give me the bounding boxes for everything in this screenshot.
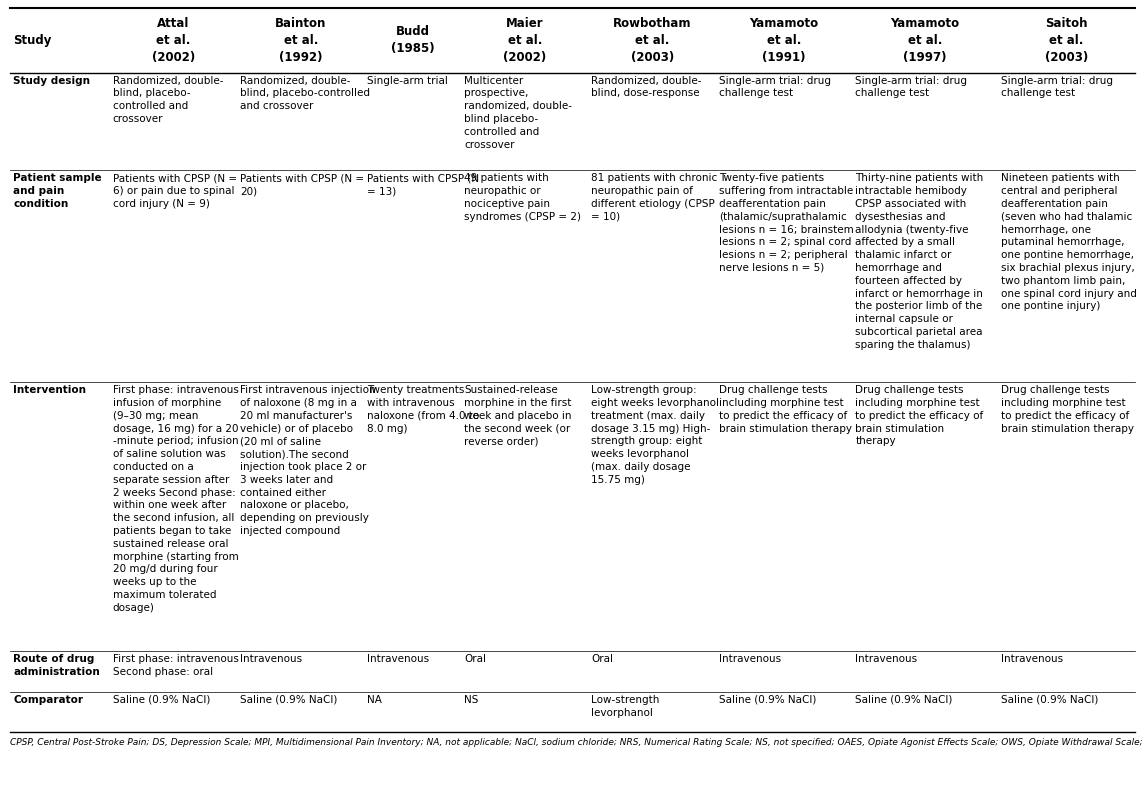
Text: Maier
et al.
(2002): Maier et al. (2002) [503,17,546,64]
Text: Bainton
et al.
(1992): Bainton et al. (1992) [275,17,326,64]
Text: Intravenous: Intravenous [855,654,917,664]
Text: Drug challenge tests
including morphine test
to predict the efficacy of
brain st: Drug challenge tests including morphine … [1001,385,1134,434]
Text: Low-strength group:
eight weeks levorphanol
treatment (max. daily
dosage 3.15 mg: Low-strength group: eight weeks levorpha… [592,385,719,485]
Text: Single-arm trial: drug
challenge test: Single-arm trial: drug challenge test [1001,76,1113,98]
Text: Saitoh
et al.
(2003): Saitoh et al. (2003) [1044,17,1088,64]
Text: NA: NA [368,695,382,705]
Text: First intravenous injection
of naloxone (8 mg in a
20 ml manufacturer's
vehicle): First intravenous injection of naloxone … [240,385,376,536]
Text: Budd
(1985): Budd (1985) [390,26,434,55]
Text: Single-arm trial: Single-arm trial [368,76,449,85]
Text: Saline (0.9% NaCl): Saline (0.9% NaCl) [112,695,210,705]
Text: 81 patients with chronic
neuropathic pain of
different etiology (CPSP
= 10): 81 patients with chronic neuropathic pai… [592,173,718,221]
Text: Intravenous: Intravenous [240,654,302,664]
Text: Low-strength
levorphanol: Low-strength levorphanol [592,695,660,718]
Text: Patient sample
and pain
condition: Patient sample and pain condition [13,173,102,209]
Text: NS: NS [464,695,479,705]
Text: Drug challenge tests
including morphine test
to predict the efficacy of
brain st: Drug challenge tests including morphine … [719,385,852,434]
Text: Randomized, double-
blind, dose-response: Randomized, double- blind, dose-response [592,76,702,98]
Text: Study design: Study design [13,76,90,85]
Text: Study: Study [13,34,52,47]
Text: Intervention: Intervention [13,385,86,396]
Text: Yamamoto
et al.
(1997): Yamamoto et al. (1997) [891,17,960,64]
Text: Randomized, double-
blind, placebo-controlled
and crossover: Randomized, double- blind, placebo-contr… [240,76,370,111]
Text: Oral: Oral [464,654,485,664]
Text: Oral: Oral [592,654,614,664]
Text: Sustained-release
morphine in the first
week and placebo in
the second week (or
: Sustained-release morphine in the first … [464,385,571,447]
Text: Route of drug
administration: Route of drug administration [13,654,100,677]
Text: First phase: intravenous
Second phase: oral: First phase: intravenous Second phase: o… [112,654,238,677]
Text: Thirty-nine patients with
intractable hemibody
CPSP associated with
dysesthesias: Thirty-nine patients with intractable he… [855,173,984,350]
Text: Saline (0.9% NaCl): Saline (0.9% NaCl) [855,695,953,705]
Text: Twenty treatments
with intravenous
naloxone (from 4.0 to
8.0 mg): Twenty treatments with intravenous nalox… [368,385,480,434]
Text: Yamamoto
et al.
(1991): Yamamoto et al. (1991) [750,17,819,64]
Text: Single-arm trial: drug
challenge test: Single-arm trial: drug challenge test [719,76,831,98]
Text: Patients with CPSP (N =
6) or pain due to spinal
cord injury (N = 9): Patients with CPSP (N = 6) or pain due t… [112,173,237,209]
Text: Intravenous: Intravenous [368,654,429,664]
Text: Drug challenge tests
including morphine test
to predict the efficacy of
brain st: Drug challenge tests including morphine … [855,385,984,447]
Text: Patients with CPSP (N =
20): Patients with CPSP (N = 20) [240,173,364,196]
Text: Twenty-five patients
suffering from intractable
deafferentation pain
(thalamic/s: Twenty-five patients suffering from intr… [719,173,854,273]
Text: CPSP, Central Post-Stroke Pain; DS, Depression Scale; MPI, Multidimensional Pain: CPSP, Central Post-Stroke Pain; DS, Depr… [10,738,1145,747]
Text: Nineteen patients with
central and peripheral
deafferentation pain
(seven who ha: Nineteen patients with central and perip… [1001,173,1137,312]
Text: Intravenous: Intravenous [1001,654,1063,664]
Text: Attal
et al.
(2002): Attal et al. (2002) [151,17,195,64]
Text: Rowbotham
et al.
(2003): Rowbotham et al. (2003) [613,17,692,64]
Text: Randomized, double-
blind, placebo-
controlled and
crossover: Randomized, double- blind, placebo- cont… [112,76,223,124]
Text: Saline (0.9% NaCl): Saline (0.9% NaCl) [719,695,816,705]
Text: Saline (0.9% NaCl): Saline (0.9% NaCl) [240,695,338,705]
Text: Intravenous: Intravenous [719,654,781,664]
Text: First phase: intravenous
infusion of morphine
(9–30 mg; mean
dosage, 16 mg) for : First phase: intravenous infusion of mor… [112,385,238,613]
Text: Patients with CPSP (N
= 13): Patients with CPSP (N = 13) [368,173,480,196]
Text: Comparator: Comparator [13,695,82,705]
Text: Single-arm trial: drug
challenge test: Single-arm trial: drug challenge test [855,76,968,98]
Text: 49 patients with
neuropathic or
nociceptive pain
syndromes (CPSP = 2): 49 patients with neuropathic or nocicept… [464,173,581,221]
Text: Multicenter
prospective,
randomized, double-
blind placebo-
controlled and
cross: Multicenter prospective, randomized, dou… [464,76,572,149]
Text: Saline (0.9% NaCl): Saline (0.9% NaCl) [1001,695,1098,705]
